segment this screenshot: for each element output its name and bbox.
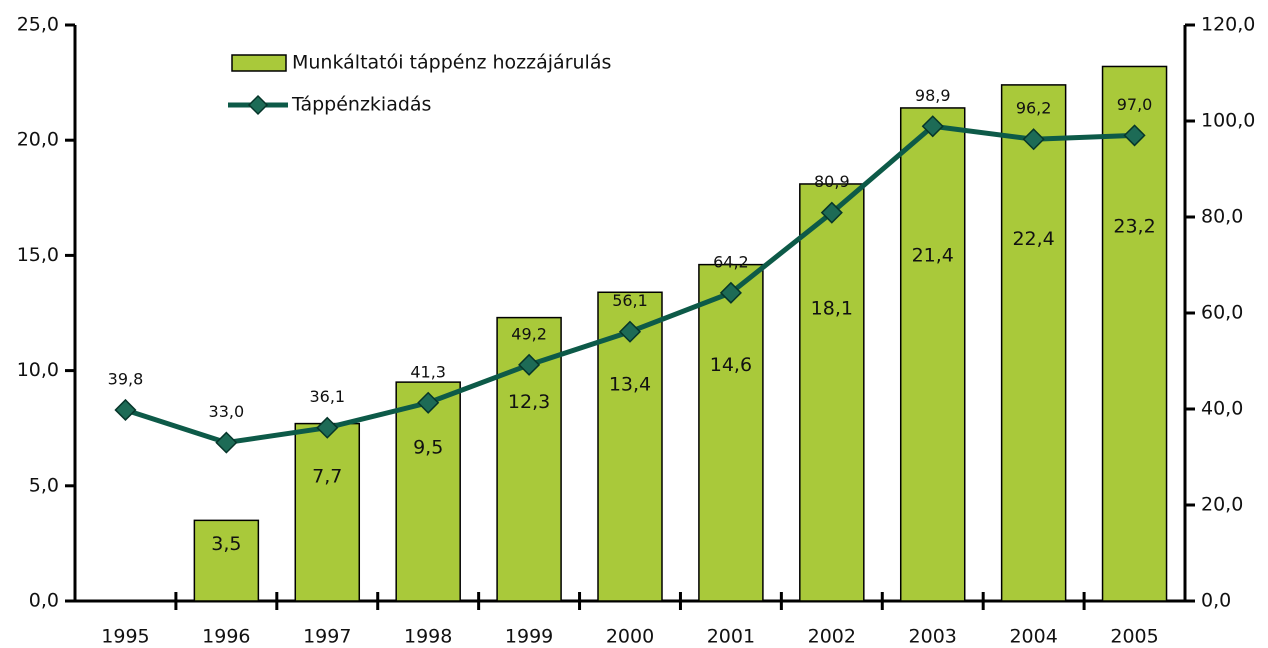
x-tick-label: 1996 [202, 626, 250, 648]
x-tick-label: 1998 [404, 626, 452, 648]
bar-value-label: 21,4 [912, 244, 954, 266]
marker [417, 391, 440, 414]
y-tick-label: 20,0 [17, 129, 59, 151]
bar [294, 422, 361, 602]
line-value-label: 97,0 [1117, 95, 1153, 114]
bar-value-label: 23,2 [1113, 215, 1155, 237]
y-tick-label: 0,0 [29, 590, 59, 612]
y-tick-label: 5,0 [29, 474, 59, 496]
bar-value-label: 22,4 [1012, 228, 1054, 250]
bar-value-label: 12,3 [508, 391, 550, 413]
line-value-label: 64,2 [713, 252, 749, 271]
y2-tick-label: 80,0 [1201, 206, 1243, 228]
marker [921, 115, 944, 138]
bar-value-label: 3,5 [211, 533, 241, 555]
marker [1022, 128, 1045, 151]
y2-tick-label: 100,0 [1201, 110, 1255, 132]
x-tick-label: 1995 [101, 626, 149, 648]
bar [193, 519, 260, 602]
marker [316, 416, 339, 439]
bar-value-label: 18,1 [811, 298, 853, 320]
y-tick-label: 15,0 [17, 244, 59, 266]
legend-marker [247, 94, 269, 116]
x-tick-label: 2005 [1110, 626, 1158, 648]
x-tick-label: 2004 [1009, 626, 1057, 648]
line-value-label: 41,3 [410, 362, 446, 381]
y2-tick-label: 20,0 [1201, 494, 1243, 516]
y2-tick-label: 0,0 [1201, 590, 1231, 612]
line-value-label: 80,9 [814, 172, 850, 191]
legend-label: Táppénzkiadás [291, 94, 431, 116]
x-tick-label: 2002 [808, 626, 856, 648]
line-value-label: 33,0 [209, 402, 245, 421]
x-tick-label: 2001 [707, 626, 755, 648]
legend-label: Munkáltatói táppénz hozzájárulás [292, 52, 611, 74]
y2-tick-label: 40,0 [1201, 398, 1243, 420]
marker [719, 281, 742, 304]
bar [1000, 84, 1067, 602]
y-tick-label: 10,0 [17, 359, 59, 381]
x-tick-label: 2000 [606, 626, 654, 648]
bar [395, 381, 461, 602]
x-tick-label: 2003 [909, 626, 957, 648]
marker [114, 398, 137, 422]
bar [597, 291, 663, 602]
x-tick-label: 1997 [303, 626, 351, 648]
bar-value-label: 7,7 [312, 465, 342, 487]
bar [899, 107, 966, 602]
bar [1101, 65, 1168, 602]
marker [618, 320, 642, 343]
line-value-label: 98,9 [915, 86, 951, 105]
y-tick-label: 25,0 [17, 14, 59, 36]
bar [799, 183, 865, 602]
line-value-label: 36,1 [309, 387, 345, 406]
bar-value-label: 9,5 [413, 436, 443, 458]
marker [1123, 124, 1146, 147]
bar-value-label: 13,4 [609, 373, 651, 395]
line-value-label: 56,1 [612, 291, 648, 310]
legend-swatch [231, 54, 287, 72]
line-value-label: 39,8 [108, 369, 144, 388]
marker [215, 431, 238, 454]
bar-value-label: 14,6 [710, 354, 752, 376]
line-value-label: 96,2 [1016, 99, 1052, 118]
marker [820, 201, 843, 224]
marker [518, 353, 541, 376]
bar [698, 263, 764, 602]
y2-tick-label: 60,0 [1201, 302, 1243, 324]
x-tick-label: 1999 [505, 626, 553, 648]
y2-tick-label: 120,0 [1201, 14, 1255, 36]
line-value-label: 49,2 [511, 324, 547, 343]
